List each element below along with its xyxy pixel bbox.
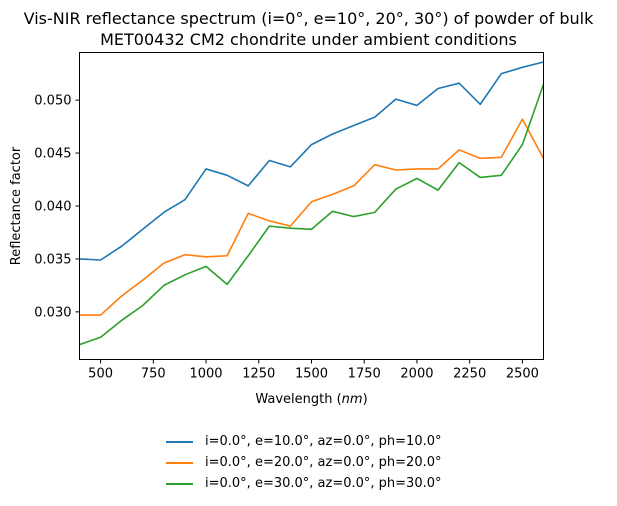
legend-swatch-e20 bbox=[166, 461, 193, 464]
x-axis-label-unit: nm bbox=[342, 392, 363, 407]
legend-label-e10: i=0.0°, e=10.0°, az=0.0°, ph=10.0° bbox=[205, 434, 442, 449]
x-axis-label-prefix: Wavelength ( bbox=[255, 392, 341, 407]
x-tick-label-2: 1000 bbox=[189, 367, 222, 382]
y-axis-label: Reflectance factor bbox=[9, 146, 24, 265]
legend-swatch-e10 bbox=[166, 440, 193, 443]
x-tick-label-7: 2250 bbox=[453, 367, 486, 382]
y-tick-label-0: 0.030 bbox=[34, 305, 71, 320]
x-tick-label-1: 750 bbox=[141, 367, 166, 382]
chart-title-line2: MET00432 CM2 chondrite under ambient con… bbox=[100, 30, 517, 49]
x-tick-label-8: 2500 bbox=[506, 367, 539, 382]
series-line-2 bbox=[79, 83, 545, 346]
y-tick-label-1: 0.035 bbox=[34, 252, 71, 267]
x-tick-label-4: 1500 bbox=[295, 367, 328, 382]
legend-label-e30: i=0.0°, e=30.0°, az=0.0°, ph=30.0° bbox=[205, 476, 442, 491]
y-tick-label-3: 0.045 bbox=[34, 147, 71, 162]
legend: i=0.0°, e=10.0°, az=0.0°, ph=10.0° i=0.0… bbox=[166, 431, 466, 494]
series-line-0 bbox=[79, 61, 544, 261]
y-tick-label-4: 0.050 bbox=[34, 94, 71, 109]
chart-title-line1: Vis-NIR reflectance spectrum (i=0°, e=10… bbox=[23, 9, 594, 28]
y-tick-label-2: 0.040 bbox=[34, 200, 71, 215]
series-line-1 bbox=[79, 118, 545, 316]
x-tick-label-3: 1250 bbox=[242, 367, 275, 382]
x-axis-label: Wavelength (nm) bbox=[255, 392, 367, 407]
legend-entry-e30: i=0.0°, e=30.0°, az=0.0°, ph=30.0° bbox=[166, 473, 466, 494]
legend-swatch-e30 bbox=[166, 482, 193, 485]
x-axis-label-suffix: ) bbox=[363, 392, 368, 407]
x-tick-label-0: 500 bbox=[88, 367, 113, 382]
legend-label-e20: i=0.0°, e=20.0°, az=0.0°, ph=20.0° bbox=[205, 455, 442, 470]
legend-entry-e20: i=0.0°, e=20.0°, az=0.0°, ph=20.0° bbox=[166, 452, 466, 473]
x-tick-label-6: 2000 bbox=[400, 367, 433, 382]
legend-entry-e10: i=0.0°, e=10.0°, az=0.0°, ph=10.0° bbox=[166, 431, 466, 452]
x-tick-label-5: 1750 bbox=[348, 367, 381, 382]
